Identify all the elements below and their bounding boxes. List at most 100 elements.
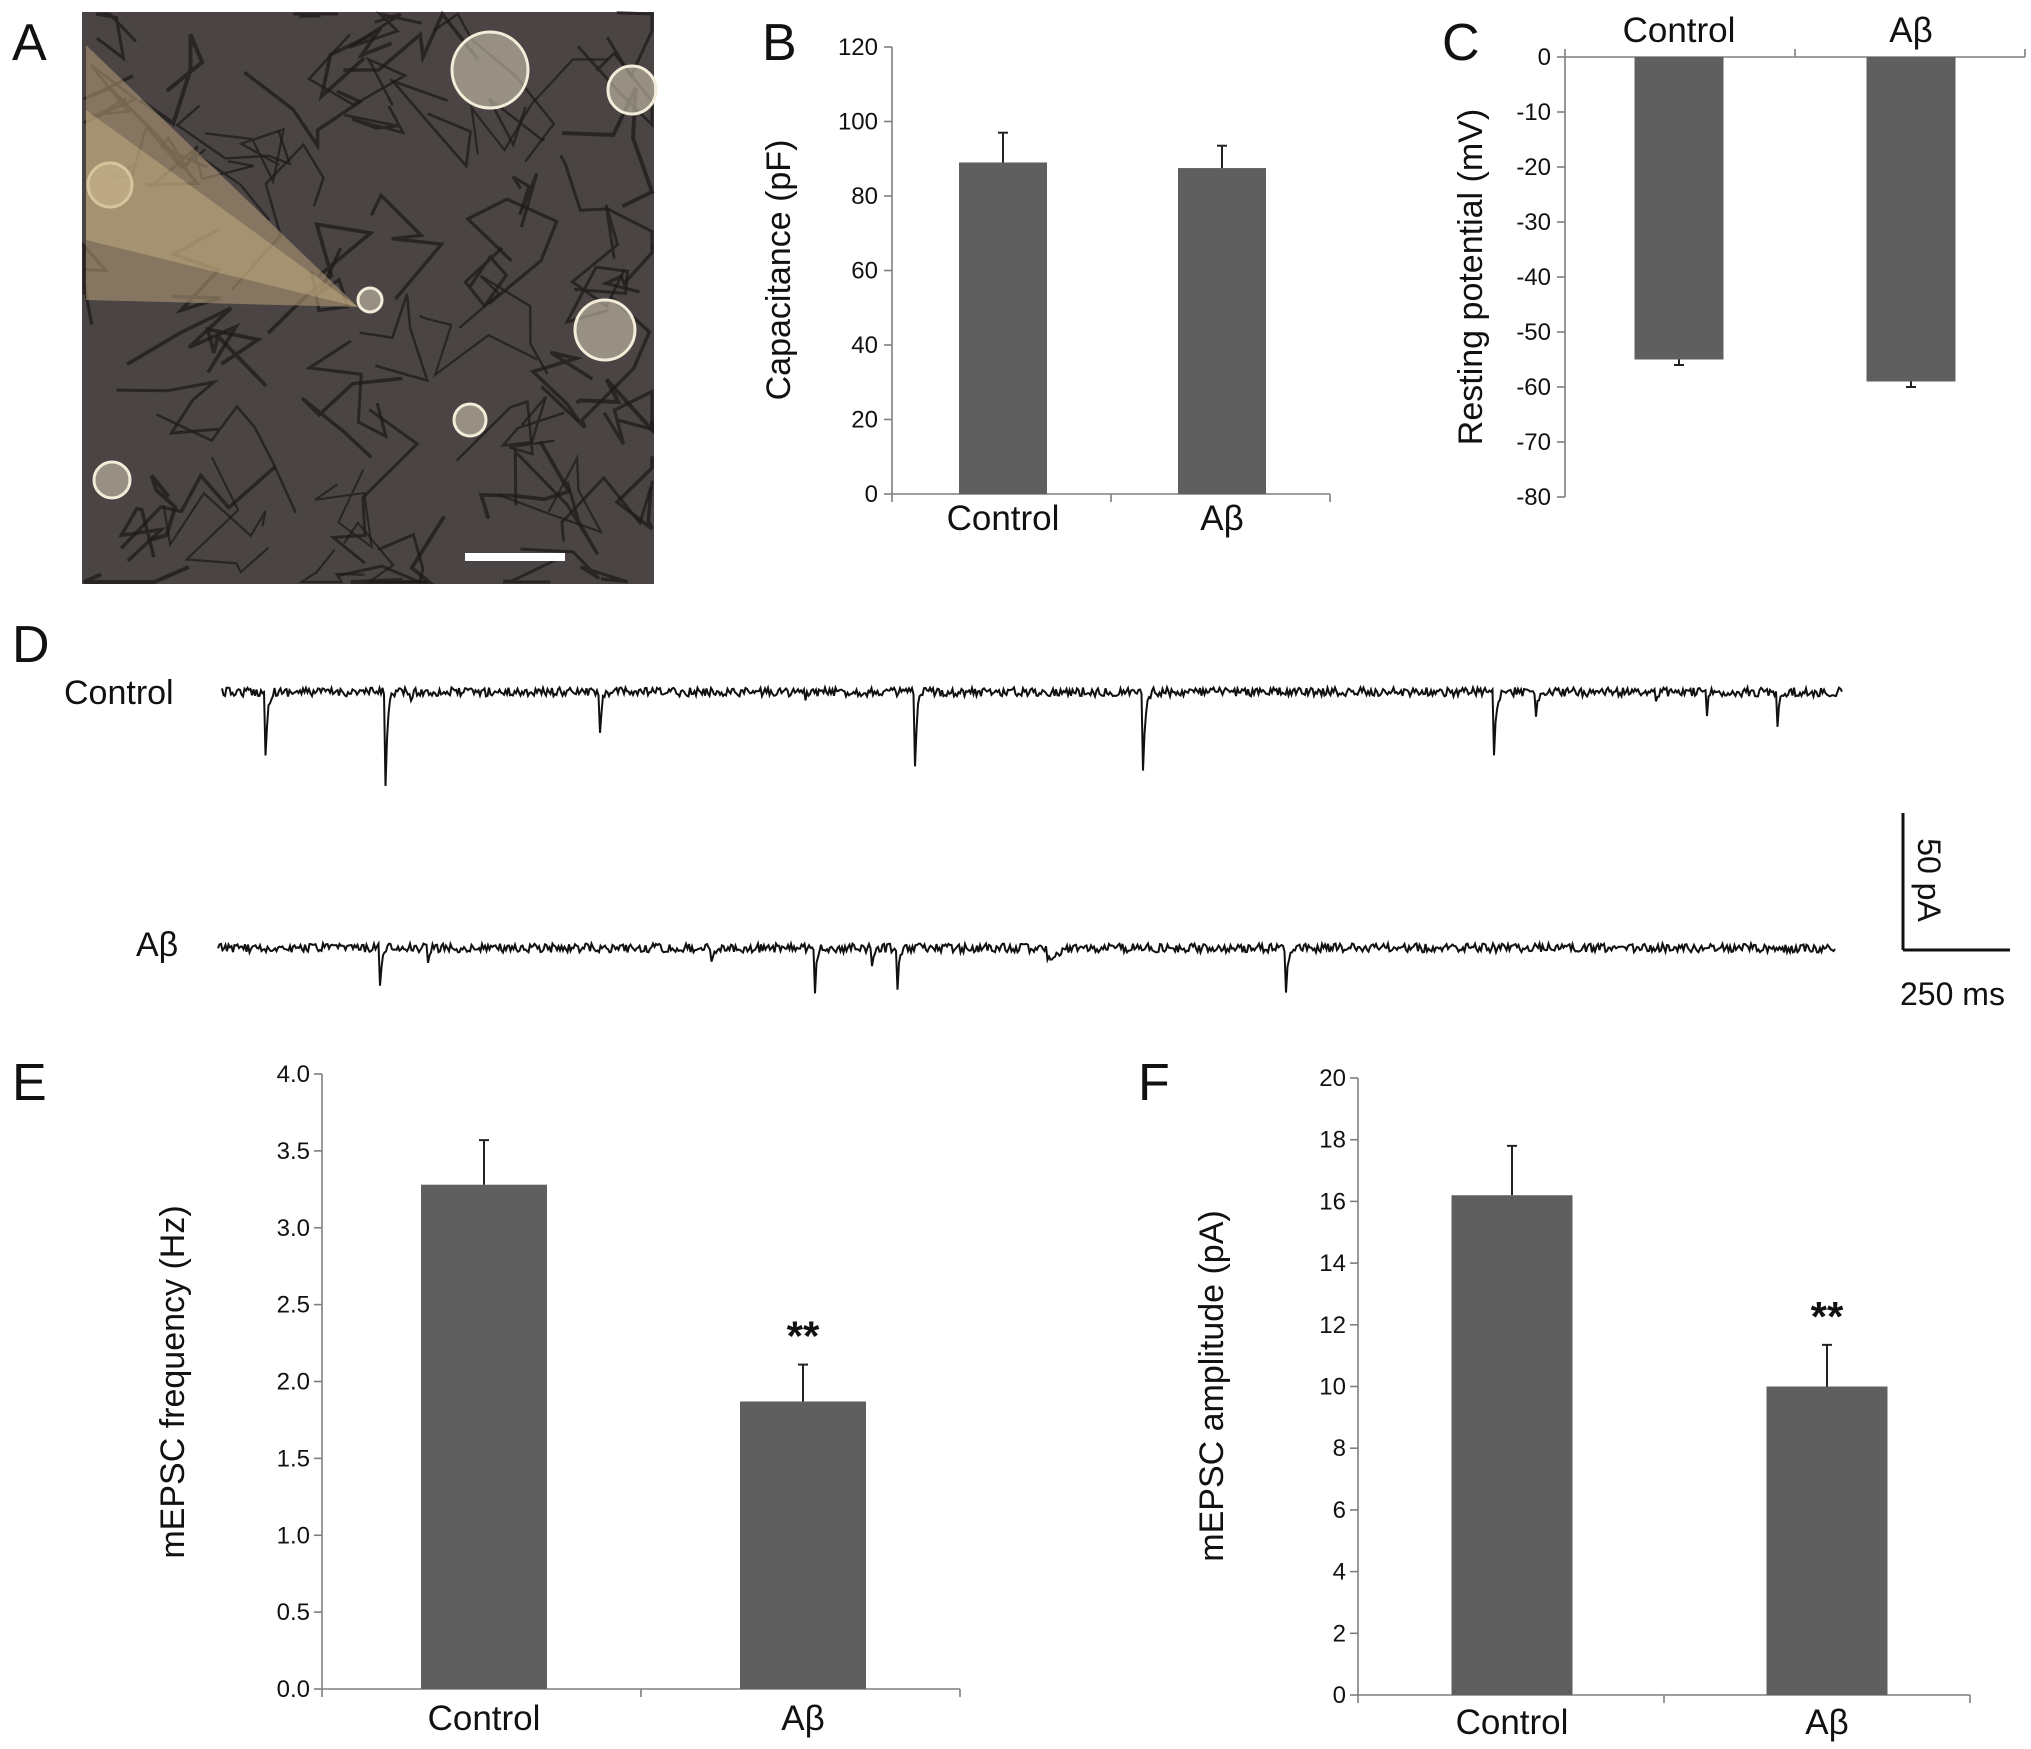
neurite (116, 379, 220, 435)
scale-bar: 50 pA 250 ms (1900, 813, 2010, 1012)
neurite (359, 293, 430, 383)
y-tick-label: 0 (1538, 44, 1551, 71)
significance-marker: ** (1811, 1293, 1844, 1340)
neurite (369, 192, 445, 301)
neurite (139, 33, 205, 127)
neurite (575, 378, 654, 436)
bar-control (959, 162, 1047, 494)
neurite (329, 408, 420, 565)
y-tick-label: -80 (1516, 484, 1551, 511)
category-label: Aβ (1200, 499, 1243, 538)
neurite (513, 447, 600, 556)
neurite (520, 547, 629, 584)
y-tick-label: 14 (1319, 1250, 1346, 1277)
cell-body (356, 286, 384, 314)
neurite (487, 97, 546, 148)
neurite (458, 274, 549, 375)
neurite (465, 197, 559, 305)
y-tick-label: 4.0 (277, 1061, 310, 1088)
y-tick-label: 6 (1333, 1497, 1346, 1524)
bar-abeta (1766, 1386, 1888, 1695)
chart-resting-potential: 0 -10 -20 -30 -40 -50 -60 -70 -80 Resting potenti… (1452, 11, 2026, 511)
neurite (614, 456, 654, 531)
category-label: Aβ (781, 1699, 824, 1738)
y-axis-label: Capacitance (pF) (760, 140, 798, 401)
neurite (388, 78, 472, 170)
bar-control (421, 1184, 547, 1689)
y-tick-label: 10 (1319, 1374, 1346, 1401)
neurite (529, 350, 594, 423)
trace-label-control: Control (64, 674, 174, 712)
panel-letter-e: E (12, 1054, 47, 1112)
trace-label-abeta: Aβ (136, 926, 178, 964)
category-label: Control (947, 499, 1060, 538)
y-tick-label: 3.0 (277, 1215, 310, 1242)
neurite (343, 521, 428, 584)
bar-control (1634, 57, 1724, 360)
y-axis-label: mEPSC amplitude (pA) (1193, 1210, 1231, 1561)
neurite (511, 172, 539, 228)
y-tick-label: 0 (1333, 1682, 1346, 1709)
cell-body (452, 402, 488, 438)
y-tick-label: -40 (1516, 264, 1551, 291)
y-tick-label: 0.0 (277, 1676, 310, 1703)
micrograph-texture (82, 10, 658, 584)
category-label: Aβ (1805, 1703, 1848, 1742)
panel-letter-f: F (1138, 1054, 1170, 1112)
y-tick-label: 100 (838, 109, 878, 136)
micropipette-highlight (86, 110, 358, 307)
y-tick-label: 8 (1333, 1435, 1346, 1462)
trace-control (221, 683, 1843, 787)
y-tick-label: 60 (851, 258, 878, 285)
y-tick-label: 2.0 (277, 1369, 310, 1396)
neurite (156, 404, 297, 514)
panel-letter-d: D (12, 616, 50, 674)
neurite (83, 565, 190, 584)
cell-body (606, 64, 658, 116)
panel-letter-a: A (12, 14, 47, 72)
neurite (305, 339, 389, 440)
bar-abeta (740, 1401, 866, 1689)
neurite (344, 105, 406, 135)
neurite (300, 376, 403, 459)
neurite (343, 10, 480, 72)
y-axis-label: Resting potential (mV) (1452, 109, 1490, 445)
y-tick-label: 12 (1319, 1312, 1346, 1339)
neurite (297, 548, 365, 584)
y-tick-label: -20 (1516, 154, 1551, 181)
neurite (307, 33, 408, 107)
chart-mepsc-frequency: 0.0 0.5 1.0 1.5 2.0 2.5 3.0 3.5 4.0 mEPSC frequen… (154, 1061, 961, 1738)
category-label: Control (1623, 11, 1736, 50)
neurite (503, 558, 557, 584)
neurite (560, 475, 654, 542)
neurite (95, 12, 137, 62)
neurite (478, 440, 572, 519)
category-label: Aβ (1889, 11, 1932, 50)
neurite (314, 468, 374, 550)
chart-capacitance: 0 20 40 60 80 100 120 Capacitance (pF) Control Aβ (760, 34, 1331, 538)
y-tick-label: 20 (1319, 1065, 1346, 1092)
neurite (563, 265, 630, 325)
y-tick-label: 40 (851, 332, 878, 359)
y-tick-label: 16 (1319, 1188, 1346, 1215)
micrograph (82, 10, 658, 584)
cell-body (92, 460, 132, 500)
scale-bar-label-current: 50 pA (1911, 838, 1947, 922)
neurite (293, 12, 339, 18)
category-label: Control (428, 1699, 541, 1738)
y-tick-label: 120 (838, 34, 878, 61)
neurite (147, 474, 178, 543)
panel-letter-c: C (1442, 14, 1480, 72)
neurite (243, 70, 364, 152)
chart-mepsc-amplitude: 0 2 4 6 8 10 12 14 16 18 20 mEPSC amplitude (pA) Con… (1193, 1065, 1971, 1742)
significance-marker: ** (787, 1313, 820, 1360)
neurite (601, 245, 654, 294)
micropipette (86, 45, 358, 307)
y-tick-label: -60 (1516, 374, 1551, 401)
neurite (455, 400, 555, 462)
neurite (175, 104, 292, 166)
neurite (204, 127, 286, 185)
neurite (162, 491, 267, 548)
y-tick-label: 4 (1333, 1559, 1346, 1586)
y-tick-label: -50 (1516, 319, 1551, 346)
